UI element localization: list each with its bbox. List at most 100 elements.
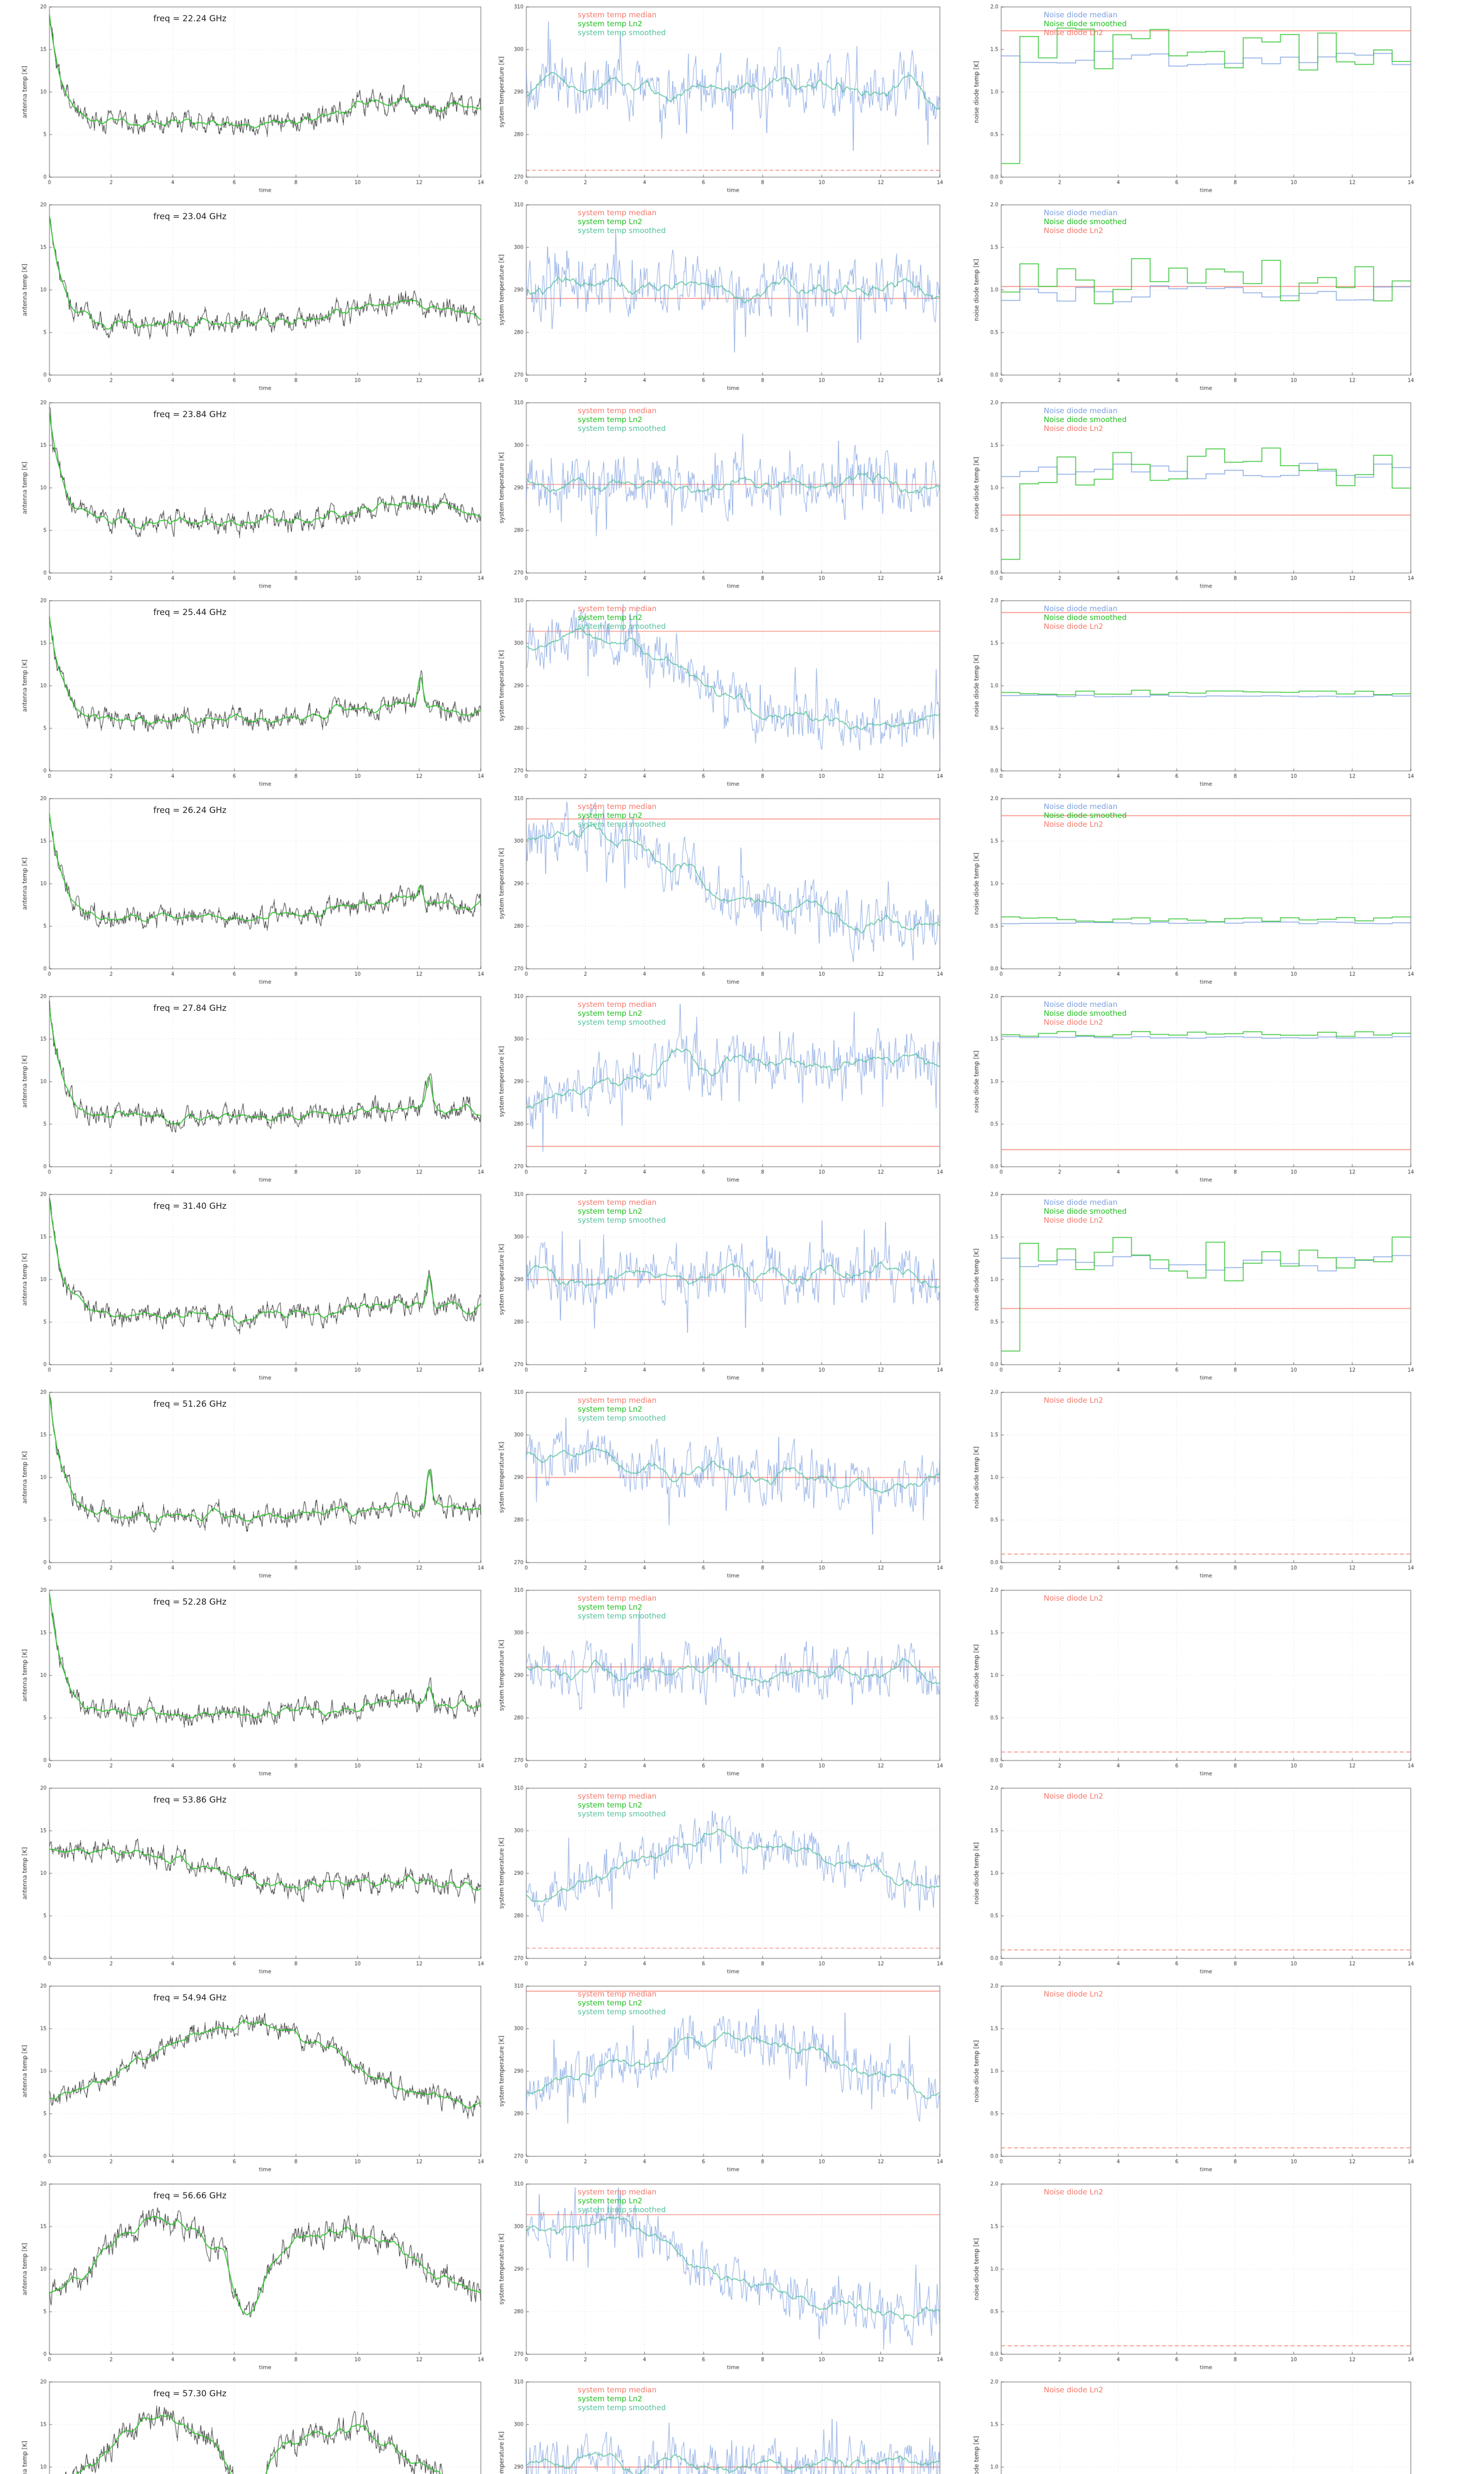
legend-entry: system temp Ln2	[578, 1009, 643, 1018]
freq-label: freq = 52.28 GHz	[153, 1597, 227, 1607]
noise-diode-plot-cell: Noise diode median Noise diode smoothed No…	[970, 594, 1484, 792]
legend-entry: system temp Ln2	[578, 1405, 643, 1414]
noise-diode-plot-canvas	[970, 990, 1484, 1188]
system-temp-plot-cell: system temp median system temp Ln2 system …	[495, 396, 970, 594]
system-temp-legend: system temp median system temp Ln2 system …	[578, 407, 666, 433]
legend-entry: Noise diode smoothed	[1044, 811, 1127, 820]
freq-label: freq = 27.84 GHz	[153, 1003, 227, 1013]
plot-row: freq = 56.66 GHz system temp median syste…	[0, 2177, 1484, 2375]
legend-entry: system temp Ln2	[578, 19, 643, 28]
legend-entry: system temp Ln2	[578, 613, 643, 622]
legend-entry: Noise diode Ln2	[1044, 622, 1104, 631]
system-temp-plot-cell: system temp median system temp Ln2 system …	[495, 1979, 970, 2177]
legend-entry: system temp median	[578, 406, 657, 415]
legend-entry: system temp Ln2	[578, 415, 643, 424]
legend-entry: system temp smoothed	[578, 28, 666, 37]
system-temp-legend: system temp median system temp Ln2 system …	[578, 2188, 666, 2214]
noise-diode-plot-canvas	[970, 0, 1484, 198]
spectrum-plot-cell: freq = 56.66 GHz	[0, 2177, 495, 2375]
legend-entry: Noise diode Ln2	[1044, 1792, 1104, 1801]
noise-diode-plot-cell: Noise diode median Noise diode smoothed No…	[970, 990, 1484, 1188]
legend-entry: Noise diode Ln2	[1044, 1396, 1104, 1405]
noise-diode-plot-canvas	[970, 1979, 1484, 2177]
system-temp-legend: system temp median system temp Ln2 system …	[578, 1396, 666, 1423]
legend-entry: Noise diode smoothed	[1044, 415, 1127, 424]
noise-diode-legend: Noise diode Ln2	[1044, 1990, 1103, 1998]
noise-diode-plot-canvas	[970, 1188, 1484, 1385]
freq-label: freq = 51.26 GHz	[153, 1399, 227, 1409]
system-temp-plot-canvas	[495, 0, 970, 198]
plot-row: freq = 51.26 GHz system temp median syste…	[0, 1385, 1484, 1583]
legend-entry: system temp Ln2	[578, 2394, 643, 2403]
spectrum-plot-canvas	[0, 396, 495, 594]
noise-diode-plot-cell: Noise diode median Noise diode smoothed No…	[970, 396, 1484, 594]
legend-entry: Noise diode Ln2	[1044, 424, 1104, 433]
noise-diode-legend: Noise diode median Noise diode smoothed No…	[1044, 11, 1127, 37]
noise-diode-plot-canvas	[970, 2177, 1484, 2375]
legend-entry: Noise diode smoothed	[1044, 613, 1127, 622]
noise-diode-plot-cell: Noise diode median Noise diode smoothed No…	[970, 792, 1484, 990]
legend-entry: Noise diode median	[1044, 208, 1117, 217]
legend-entry: system temp median	[578, 208, 657, 217]
system-temp-legend: system temp median system temp Ln2 system …	[578, 605, 666, 631]
legend-entry: Noise diode Ln2	[1044, 1990, 1104, 1998]
plot-row: freq = 22.24 GHz system temp median syste…	[0, 0, 1484, 198]
noise-diode-plot-canvas	[970, 198, 1484, 396]
legend-entry: system temp Ln2	[578, 1801, 643, 1809]
spectrum-plot-cell: freq = 25.44 GHz	[0, 594, 495, 792]
spectrum-plot-cell: freq = 52.28 GHz	[0, 1583, 495, 1781]
noise-diode-plot-cell: Noise diode Ln2	[970, 1979, 1484, 2177]
legend-entry: Noise diode smoothed	[1044, 1009, 1127, 1018]
legend-entry: Noise diode Ln2	[1044, 2385, 1104, 2394]
system-temp-plot-canvas	[495, 2375, 970, 2474]
noise-diode-plot-cell: Noise diode median Noise diode smoothed No…	[970, 198, 1484, 396]
plot-row: freq = 26.24 GHz system temp median syste…	[0, 792, 1484, 990]
noise-diode-plot-canvas	[970, 396, 1484, 594]
legend-entry: Noise diode Ln2	[1044, 1594, 1104, 1603]
spectrum-plot-canvas	[0, 1385, 495, 1583]
spectrum-plot-cell: freq = 31.40 GHz	[0, 1188, 495, 1385]
freq-label: freq = 54.94 GHz	[153, 1993, 227, 2003]
freq-label: freq = 22.24 GHz	[153, 14, 227, 24]
noise-diode-legend: Noise diode median Noise diode smoothed No…	[1044, 1198, 1127, 1225]
plot-row: freq = 23.04 GHz system temp median syste…	[0, 198, 1484, 396]
system-temp-plot-cell: system temp median system temp Ln2 system …	[495, 1583, 970, 1781]
noise-diode-legend: Noise diode median Noise diode smoothed No…	[1044, 803, 1127, 829]
system-temp-plot-cell: system temp median system temp Ln2 system …	[495, 198, 970, 396]
spectrum-plot-canvas	[0, 792, 495, 990]
system-temp-plot-canvas	[495, 594, 970, 792]
spectrum-plot-canvas	[0, 1781, 495, 1979]
noise-diode-legend: Noise diode median Noise diode smoothed No…	[1044, 1000, 1127, 1027]
spectrum-plot-cell: freq = 22.24 GHz	[0, 0, 495, 198]
noise-diode-plot-cell: Noise diode Ln2	[970, 2375, 1484, 2474]
spectrum-plot-cell: freq = 23.04 GHz	[0, 198, 495, 396]
legend-entry: system temp median	[578, 1396, 657, 1405]
legend-entry: Noise diode median	[1044, 1198, 1117, 1207]
legend-entry: system temp smoothed	[578, 1018, 666, 1027]
plot-row: freq = 54.94 GHz system temp median syste…	[0, 1979, 1484, 2177]
system-temp-plot-cell: system temp median system temp Ln2 system …	[495, 1781, 970, 1979]
noise-diode-legend: Noise diode Ln2	[1044, 1792, 1103, 1801]
legend-entry: system temp Ln2	[578, 217, 643, 226]
legend-entry: system temp median	[578, 1198, 657, 1207]
system-temp-plot-canvas	[495, 1979, 970, 2177]
legend-entry: Noise diode smoothed	[1044, 1207, 1127, 1216]
noise-diode-plot-cell: Noise diode median Noise diode smoothed No…	[970, 1188, 1484, 1385]
system-temp-legend: system temp median system temp Ln2 system …	[578, 1990, 666, 2016]
legend-entry: system temp smoothed	[578, 820, 666, 829]
freq-label: freq = 23.84 GHz	[153, 410, 227, 420]
legend-entry: system temp Ln2	[578, 811, 643, 820]
spectrum-plot-canvas	[0, 2375, 495, 2474]
freq-label: freq = 56.66 GHz	[153, 2191, 227, 2201]
plot-row: freq = 27.84 GHz system temp median syste…	[0, 990, 1484, 1188]
system-temp-plot-canvas	[495, 990, 970, 1188]
spectrum-plot-cell: freq = 51.26 GHz	[0, 1385, 495, 1583]
noise-diode-plot-canvas	[970, 1385, 1484, 1583]
legend-entry: Noise diode median	[1044, 10, 1117, 19]
system-temp-plot-canvas	[495, 792, 970, 990]
freq-label: freq = 26.24 GHz	[153, 806, 227, 815]
plot-row: freq = 57.30 GHz system temp median syste…	[0, 2375, 1484, 2474]
noise-diode-legend: Noise diode Ln2	[1044, 1594, 1103, 1603]
system-temp-legend: system temp median system temp Ln2 system …	[578, 209, 666, 235]
